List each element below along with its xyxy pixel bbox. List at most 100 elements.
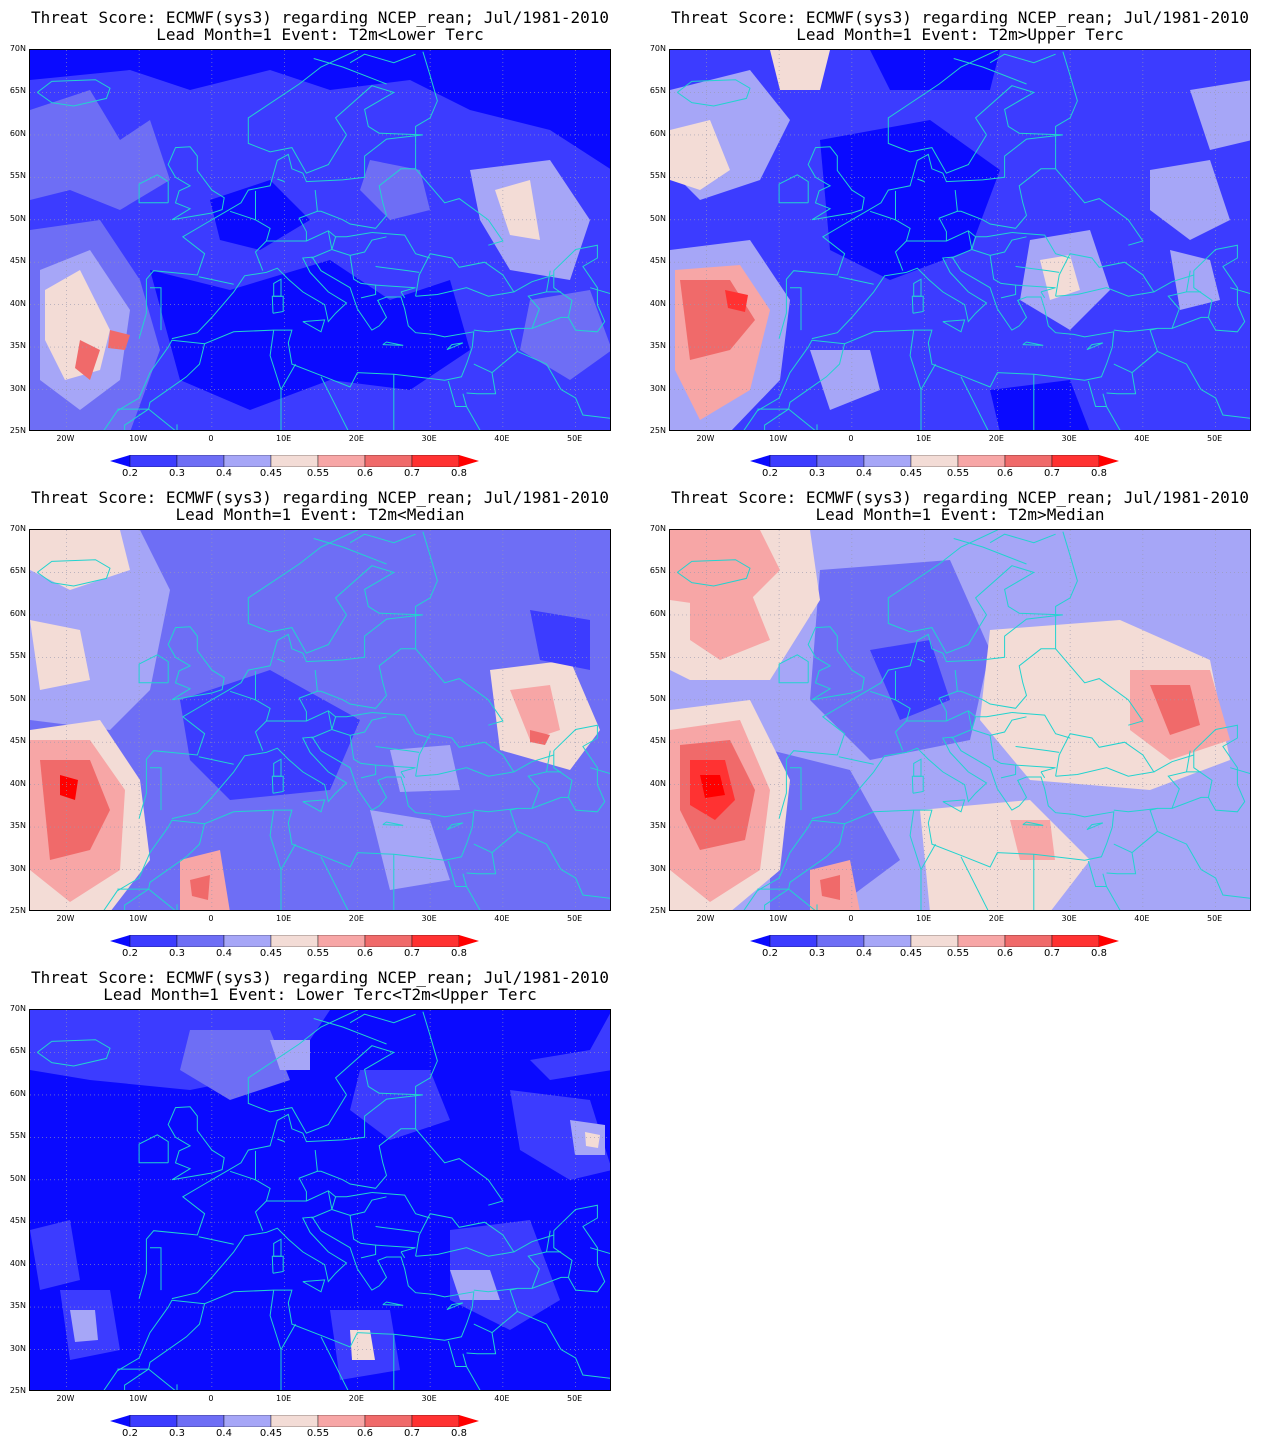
coastline-segment [138,530,423,819]
coastline-segment [167,626,225,701]
coastline-segment [273,758,282,777]
longitude-tick-label: 0 [848,434,854,443]
coastline-segment [1106,363,1137,395]
coastline-segment [271,1255,284,1274]
latitude-tick-label: 25N [9,1386,26,1395]
latitude-tick-label: 70N [9,1004,26,1013]
coastline-segment [590,767,610,775]
latitude-tick-label: 50N [9,213,26,223]
coastline-segment [1055,51,1078,144]
colorbar-segment [957,455,1006,467]
coastline-segment [513,274,554,293]
latitude-tick-label: 65N [649,566,666,576]
coastline-segment [349,735,377,779]
coastline-segment [1171,316,1209,329]
longitude-tick-label: 30E [421,1394,437,1403]
coastline-segment [150,287,162,331]
longitude-tick-label: 20W [56,914,75,923]
colorbar-segment [364,1415,413,1427]
longitude-tick-label: 30E [421,434,437,443]
coastline-segment [375,284,416,293]
coastline-segment [269,1290,282,1350]
coastline-segment [148,1368,178,1390]
coastline-segment [491,1287,518,1333]
latitude-tick-label: 25N [649,906,666,915]
colorbar-segment [129,455,178,467]
latitude-tick-label: 55N [9,1131,26,1141]
latitude-tick-label: 60N [9,608,26,618]
coastline-segment [906,623,1057,722]
coastline-segment [148,888,178,910]
coastline-segment [138,654,169,684]
coastline-segment [138,1010,423,1299]
colorbar-segment [411,1415,460,1427]
coastline-segment [954,670,958,692]
coastline-segment [788,823,846,890]
colorbar-tick-label: 0.7 [404,1428,420,1439]
colorbar [110,935,479,947]
colorbar-max-arrow [459,455,479,467]
coastline-overlay [36,1010,610,1390]
coastline-segment [953,538,1027,565]
coastline-segment [280,363,296,430]
coastline-segment [229,210,271,271]
colorbar-segment [816,455,865,467]
colorbar-segment [364,935,413,947]
colorbar-segment [176,1415,225,1427]
colorbar-max-arrow [459,1415,479,1427]
coastline-segment [1153,274,1194,293]
coastline-segment [198,756,234,765]
latitude-tick-label: 25N [9,426,26,435]
coastline-segment [138,1134,169,1164]
coastline-segment [277,1138,285,1143]
colorbar-max-arrow [459,935,479,947]
lat-lon-grid [30,1010,610,1390]
coastline-segment [306,710,372,722]
coastline-segment [371,232,431,259]
panel-title-line2: Lead Month=1 Event: Lower Terc<T2m<Upper… [103,985,537,1004]
coastline-segment [560,1349,610,1379]
coastline-segment [447,860,481,910]
longitude-tick-label: 10W [769,434,788,443]
colorbar-max-arrow [1099,455,1119,467]
map-panel-upper-tercile: Threat Score: ECMWF(sys3) regarding NCEP… [640,0,1280,480]
colorbar-tick-label: 0.55 [946,948,970,959]
coastline-segment [311,710,333,739]
latitude-tick-label: 40N [9,1258,26,1268]
coastline-segment [103,256,475,430]
coastline-segment [36,1039,111,1067]
coastline-segment [313,1018,387,1045]
colorbar-tick-label: 0.3 [809,468,825,479]
coastline-segment [676,559,751,587]
coastline-segment [1055,531,1078,624]
map-panel-above-median: Threat Score: ECMWF(sys3) regarding NCEP… [640,480,1280,960]
coastline-segment [271,295,284,314]
coastline-segment [1040,771,1046,779]
coastline-segment [553,724,606,813]
coastline-segment [473,771,562,813]
coastline-segment [743,736,1115,910]
coastline-segment [1022,821,1044,826]
latitude-tick-label: 55N [649,171,666,181]
coastline-segment [138,50,423,339]
coastline-segment [788,343,846,410]
colorbar-tick-label: 0.4 [216,1428,232,1439]
coastline-overlay [676,50,1250,430]
coastline-segment [320,1336,349,1390]
colorbar-segment [129,935,178,947]
coastline-segment [553,1204,606,1293]
colorbar-tick-label: 0.6 [997,468,1013,479]
coastline-segment [517,1310,562,1350]
coastline-segment [124,1368,149,1390]
colorbar-segment [270,455,319,467]
latitude-tick-label: 45N [9,736,26,746]
threat-score-map [29,529,611,911]
colorbar-min-arrow [110,935,130,947]
longitude-tick-label: 0 [208,914,214,923]
coastline-segment [400,291,406,299]
colorbar-segment [317,935,366,947]
coastline-segment [1230,767,1250,775]
longitude-tick-label: 10E [916,914,932,923]
panel-title-line2: Lead Month=1 Event: T2m>Upper Terc [796,25,1124,44]
latitude-tick-label: 55N [9,651,26,661]
